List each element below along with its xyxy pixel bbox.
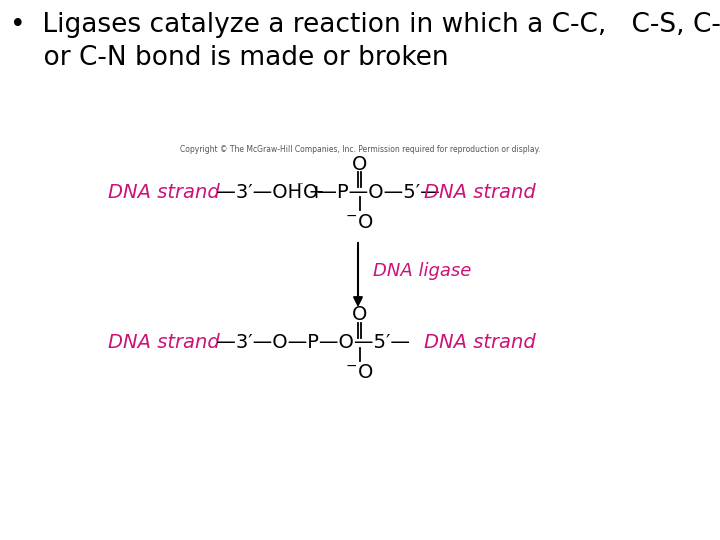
Text: O—P—O—5′—: O—P—O—5′— <box>303 183 441 201</box>
Text: DNA strand: DNA strand <box>108 183 220 201</box>
Text: —3′—O—P—O—5′—: —3′—O—P—O—5′— <box>210 334 410 353</box>
Text: DNA strand: DNA strand <box>424 334 536 353</box>
Text: DNA ligase: DNA ligase <box>373 262 472 280</box>
Text: O: O <box>352 154 367 173</box>
Text: Copyright © The McGraw-Hill Companies, Inc. Permission required for reproduction: Copyright © The McGraw-Hill Companies, I… <box>180 145 540 154</box>
Text: $^{-}$O: $^{-}$O <box>346 363 374 382</box>
Text: •  Ligases catalyze a reaction in which a C-C,   C-S, C-O,: • Ligases catalyze a reaction in which a… <box>10 12 720 38</box>
Text: O: O <box>352 306 367 325</box>
Text: DNA strand: DNA strand <box>108 334 220 353</box>
Text: $^{-}$O: $^{-}$O <box>346 213 374 232</box>
Text: DNA strand: DNA strand <box>424 183 536 201</box>
Text: or C-N bond is made or broken: or C-N bond is made or broken <box>10 45 449 71</box>
Text: ⁻: ⁻ <box>296 180 302 193</box>
Text: —3′—OH +: —3′—OH + <box>210 183 331 201</box>
